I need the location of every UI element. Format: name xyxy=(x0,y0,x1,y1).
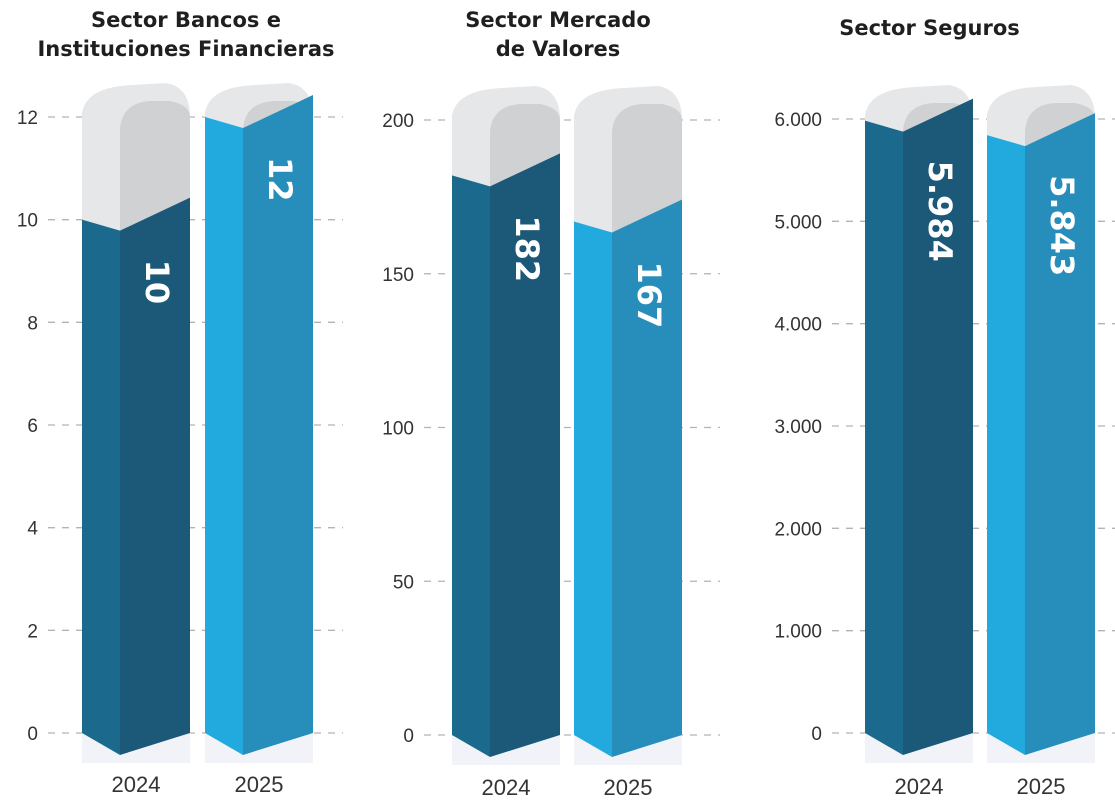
bar-side-face xyxy=(1025,113,1095,755)
bar-capacity-side xyxy=(612,104,682,233)
bar-shadow xyxy=(205,733,313,763)
bar-side-face xyxy=(120,197,190,755)
y-tick-label: 6 xyxy=(27,416,38,437)
bar-front-face xyxy=(987,135,1025,755)
y-tick-label: 6.000 xyxy=(774,110,822,131)
panel-bancos: Sector Bancos e Instituciones Financiera… xyxy=(0,0,372,801)
bar-front-face xyxy=(82,219,120,755)
bar-capacity-side xyxy=(1025,103,1095,147)
x-tick-label: 2025 xyxy=(604,775,653,800)
chart-title-line-1: Sector Bancos e xyxy=(90,8,281,32)
bar-front-face xyxy=(574,221,612,758)
bar-shadow xyxy=(987,733,1095,763)
bar-capacity-side xyxy=(120,101,190,231)
y-tick-label: 0 xyxy=(403,726,414,747)
bar-2025: 12 2025 xyxy=(205,83,313,797)
y-tick-label: 12 xyxy=(17,108,38,129)
chart-title-bancos: Sector Bancos e Instituciones Financiera… xyxy=(0,6,372,64)
y-tick-label: 10 xyxy=(17,211,38,232)
value-label: 12 xyxy=(261,157,299,202)
x-tick-label: 2025 xyxy=(235,772,284,797)
y-tick-label: 0 xyxy=(811,724,822,745)
bar-2024: 182 2024 xyxy=(452,86,560,800)
y-tick-label: 100 xyxy=(382,419,414,440)
bar-capacity-side xyxy=(490,104,560,187)
y-tick-label: 2 xyxy=(27,621,38,642)
y-tick-label: 5.000 xyxy=(774,212,822,233)
bar-shadow xyxy=(452,735,560,765)
chart-title-line-1: Sector Seguros xyxy=(839,16,1020,40)
x-tick-label: 2024 xyxy=(895,774,944,799)
bar-side-face xyxy=(903,98,973,756)
bar-front-face xyxy=(865,120,903,756)
bar-2025: 5.843 2025 xyxy=(987,85,1095,799)
chart-1: 0 50 100 150 200 182 2024 167 2025 xyxy=(382,86,720,800)
x-tick-label: 2024 xyxy=(482,775,531,800)
bar-shadow xyxy=(574,735,682,765)
bar-2024: 5.984 2024 xyxy=(865,85,973,799)
bar-2024: 10 2024 xyxy=(82,83,190,797)
y-tick-label: 0 xyxy=(27,724,38,745)
chart-0: 0 2 4 6 8 10 12 10 2024 12 2025 xyxy=(17,83,343,797)
panel-mercado: Sector Mercado de Valores xyxy=(372,0,744,801)
bar-side-face xyxy=(243,95,313,755)
panel-seguros: Sector Seguros xyxy=(744,0,1115,801)
y-tick-label: 4.000 xyxy=(774,315,822,336)
bar-capacity-side xyxy=(903,98,973,132)
chart-title-mercado: Sector Mercado de Valores xyxy=(372,6,744,64)
bar-side-face xyxy=(490,153,560,758)
bar-2025: 167 2025 xyxy=(574,86,682,800)
bar-shadow xyxy=(82,733,190,763)
bar-front-face xyxy=(452,175,490,758)
value-label: 182 xyxy=(508,215,546,282)
y-tick-label: 150 xyxy=(382,265,414,286)
y-tick-label: 2.000 xyxy=(774,519,822,540)
bar-shadow xyxy=(865,733,973,763)
value-label: 167 xyxy=(630,261,668,328)
chart-2: 0 1.000 2.000 3.000 4.000 5.000 6.000 5.984 2024… xyxy=(774,85,1115,799)
y-tick-label: 8 xyxy=(27,313,38,334)
chart-title-line-2: Instituciones Financieras xyxy=(37,37,335,61)
chart-title-line-1: Sector Mercado xyxy=(465,8,651,32)
bar-front-face xyxy=(205,117,243,755)
y-tick-label: 3.000 xyxy=(774,417,822,438)
value-label: 10 xyxy=(138,260,176,305)
value-label: 5.984 xyxy=(921,161,959,262)
y-tick-label: 200 xyxy=(382,111,414,132)
value-label: 5.843 xyxy=(1043,175,1081,276)
chart-title-line-2: de Valores xyxy=(495,37,621,61)
chart-title-seguros: Sector Seguros xyxy=(744,14,1115,43)
x-tick-label: 2025 xyxy=(1017,774,1066,799)
bar-side-face xyxy=(612,199,682,758)
y-tick-label: 50 xyxy=(393,572,414,593)
y-tick-label: 1.000 xyxy=(774,622,822,643)
y-tick-label: 4 xyxy=(27,519,38,540)
x-tick-label: 2024 xyxy=(112,772,161,797)
